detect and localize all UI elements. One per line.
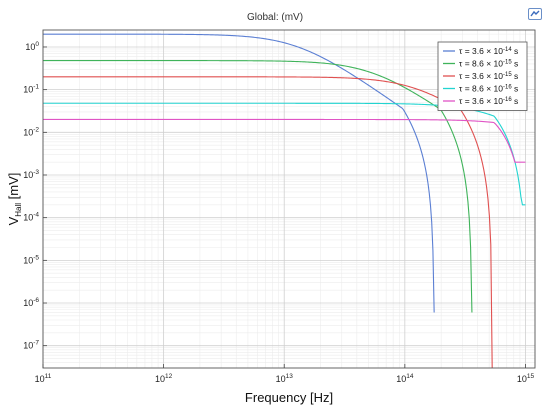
x-tick-label-3: 1013 bbox=[276, 373, 294, 384]
x-tick-label-2: 1012 bbox=[155, 373, 173, 384]
x-tick-label-1: 1011 bbox=[35, 373, 52, 384]
plot-frame bbox=[42, 29, 536, 369]
legend-entry-5: τ = 3.6 × 10-16 s bbox=[459, 96, 518, 106]
y-tick-label-5: 10-4 bbox=[23, 212, 39, 223]
x-tick-label-5: 1015 bbox=[517, 373, 535, 384]
y-tick-label-2: 10-1 bbox=[23, 84, 39, 95]
x-axis-label: Frequency [Hz] bbox=[245, 390, 333, 405]
legend-entry-3: τ = 3.6 × 10-15 s bbox=[459, 71, 518, 81]
series-line-2 bbox=[43, 60, 473, 313]
y-axis-label: VHall [mV] bbox=[6, 173, 23, 226]
comsol-logo-icon bbox=[528, 8, 542, 20]
y-tick-label-8: 10-7 bbox=[23, 340, 39, 351]
y-tick-label-6: 10-5 bbox=[23, 254, 39, 265]
legend-entry-2: τ = 8.6 × 10-15 s bbox=[459, 59, 518, 69]
legend-entry-4: τ = 8.6 × 10-16 s bbox=[459, 84, 518, 94]
x-tick-label-4: 1014 bbox=[396, 373, 414, 384]
y-tick-label-7: 10-6 bbox=[23, 297, 39, 308]
y-tick-label-1: 100 bbox=[25, 41, 39, 52]
series-line-5 bbox=[43, 118, 526, 163]
series-line-3 bbox=[43, 76, 493, 369]
series-line-1 bbox=[43, 33, 435, 313]
y-tick-label-3: 10-2 bbox=[23, 126, 39, 137]
legend-entry-1: τ = 3.6 × 10-14 s bbox=[459, 46, 518, 56]
y-tick-label-4: 10-3 bbox=[23, 169, 39, 180]
plot-title: Global: (mV) bbox=[246, 12, 304, 23]
